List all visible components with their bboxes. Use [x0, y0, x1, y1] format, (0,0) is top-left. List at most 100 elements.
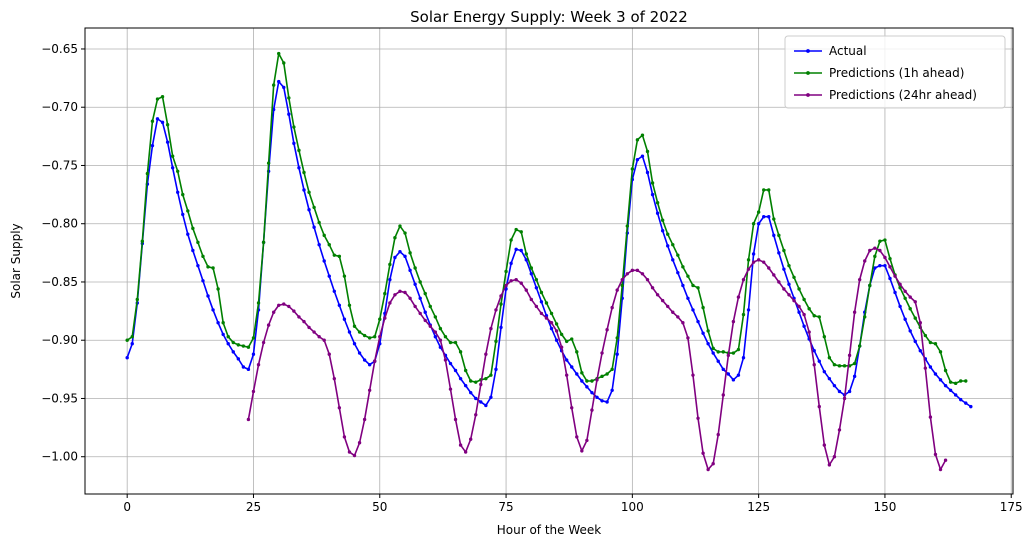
data-point [453, 340, 458, 345]
data-point [595, 378, 599, 382]
data-point [655, 293, 660, 297]
data-point [130, 335, 134, 339]
data-point [938, 350, 943, 354]
data-point [812, 362, 816, 367]
data-point [812, 349, 816, 353]
data-point [660, 229, 665, 233]
data-point [443, 358, 448, 362]
data-point [282, 302, 286, 306]
data-point [630, 167, 635, 171]
data-point [933, 342, 938, 346]
data-point [231, 340, 235, 345]
y-tick-label: −0.95 [41, 391, 78, 405]
data-point [701, 305, 705, 310]
data-point [817, 315, 821, 319]
data-point [287, 304, 291, 309]
data-point [549, 326, 554, 331]
data-point [686, 274, 690, 278]
data-point [155, 97, 160, 101]
data-point [580, 379, 584, 383]
data-point [160, 95, 165, 99]
data-point [918, 321, 922, 325]
data-point [201, 279, 205, 283]
data-point [393, 255, 397, 260]
data-point [706, 467, 710, 472]
data-point [519, 230, 523, 234]
data-point [610, 388, 614, 393]
x-axis-label: Hour of the Week [497, 523, 602, 537]
data-point [256, 301, 261, 305]
data-point [928, 415, 933, 419]
data-point [463, 368, 468, 373]
data-point [620, 283, 624, 288]
data-point [408, 268, 412, 273]
data-point [277, 51, 281, 56]
data-point [539, 311, 544, 316]
data-point [585, 379, 589, 383]
data-point [767, 215, 771, 219]
data-point [817, 359, 821, 363]
data-point [812, 314, 816, 318]
data-point [549, 311, 554, 316]
data-point [145, 171, 150, 176]
legend-swatch-marker [806, 71, 810, 75]
data-point [923, 366, 928, 370]
data-point [297, 315, 301, 319]
data-point [176, 169, 180, 173]
data-point [772, 273, 776, 277]
data-point [681, 321, 685, 325]
data-point [418, 311, 422, 316]
y-tick-label: −0.75 [41, 158, 78, 172]
data-point [393, 293, 397, 297]
data-point [211, 266, 215, 270]
data-point [292, 141, 296, 146]
data-point [246, 367, 251, 372]
data-point [504, 269, 508, 274]
data-point [787, 293, 791, 297]
data-point [847, 353, 852, 358]
data-point [762, 260, 766, 264]
x-tick-label: 0 [123, 500, 131, 514]
data-point [908, 295, 912, 299]
legend-label: Predictions (24hr ahead) [829, 88, 977, 102]
data-point [271, 310, 276, 314]
series-predictions-24hr-ahead [246, 246, 948, 472]
data-point [524, 258, 528, 262]
data-point [711, 346, 715, 351]
data-point [645, 277, 650, 282]
data-point [544, 316, 549, 320]
y-tick-label: −1.00 [41, 450, 78, 464]
data-point [221, 321, 225, 325]
data-point [554, 338, 559, 342]
data-point [903, 289, 907, 293]
data-point [322, 233, 326, 238]
data-point [873, 254, 877, 259]
data-point [433, 330, 438, 334]
data-point [342, 317, 347, 321]
data-point [873, 266, 877, 270]
data-point [241, 365, 246, 369]
data-point [529, 297, 534, 302]
data-point [347, 450, 352, 454]
data-point [691, 308, 695, 312]
data-point [216, 287, 220, 291]
data-point [953, 393, 958, 397]
data-point [337, 303, 342, 307]
data-point [691, 373, 695, 377]
data-point [888, 265, 892, 269]
data-point [706, 342, 710, 346]
data-point [484, 376, 488, 381]
data-point [519, 248, 523, 253]
data-point [898, 286, 902, 290]
data-point [943, 458, 948, 462]
data-point [438, 338, 443, 342]
data-point [564, 339, 569, 344]
data-point [337, 254, 342, 259]
data-point [514, 247, 518, 252]
data-point [448, 361, 453, 366]
data-point [736, 373, 741, 377]
data-point [716, 350, 720, 354]
x-tick-label: 125 [747, 500, 770, 514]
data-point [170, 154, 175, 158]
